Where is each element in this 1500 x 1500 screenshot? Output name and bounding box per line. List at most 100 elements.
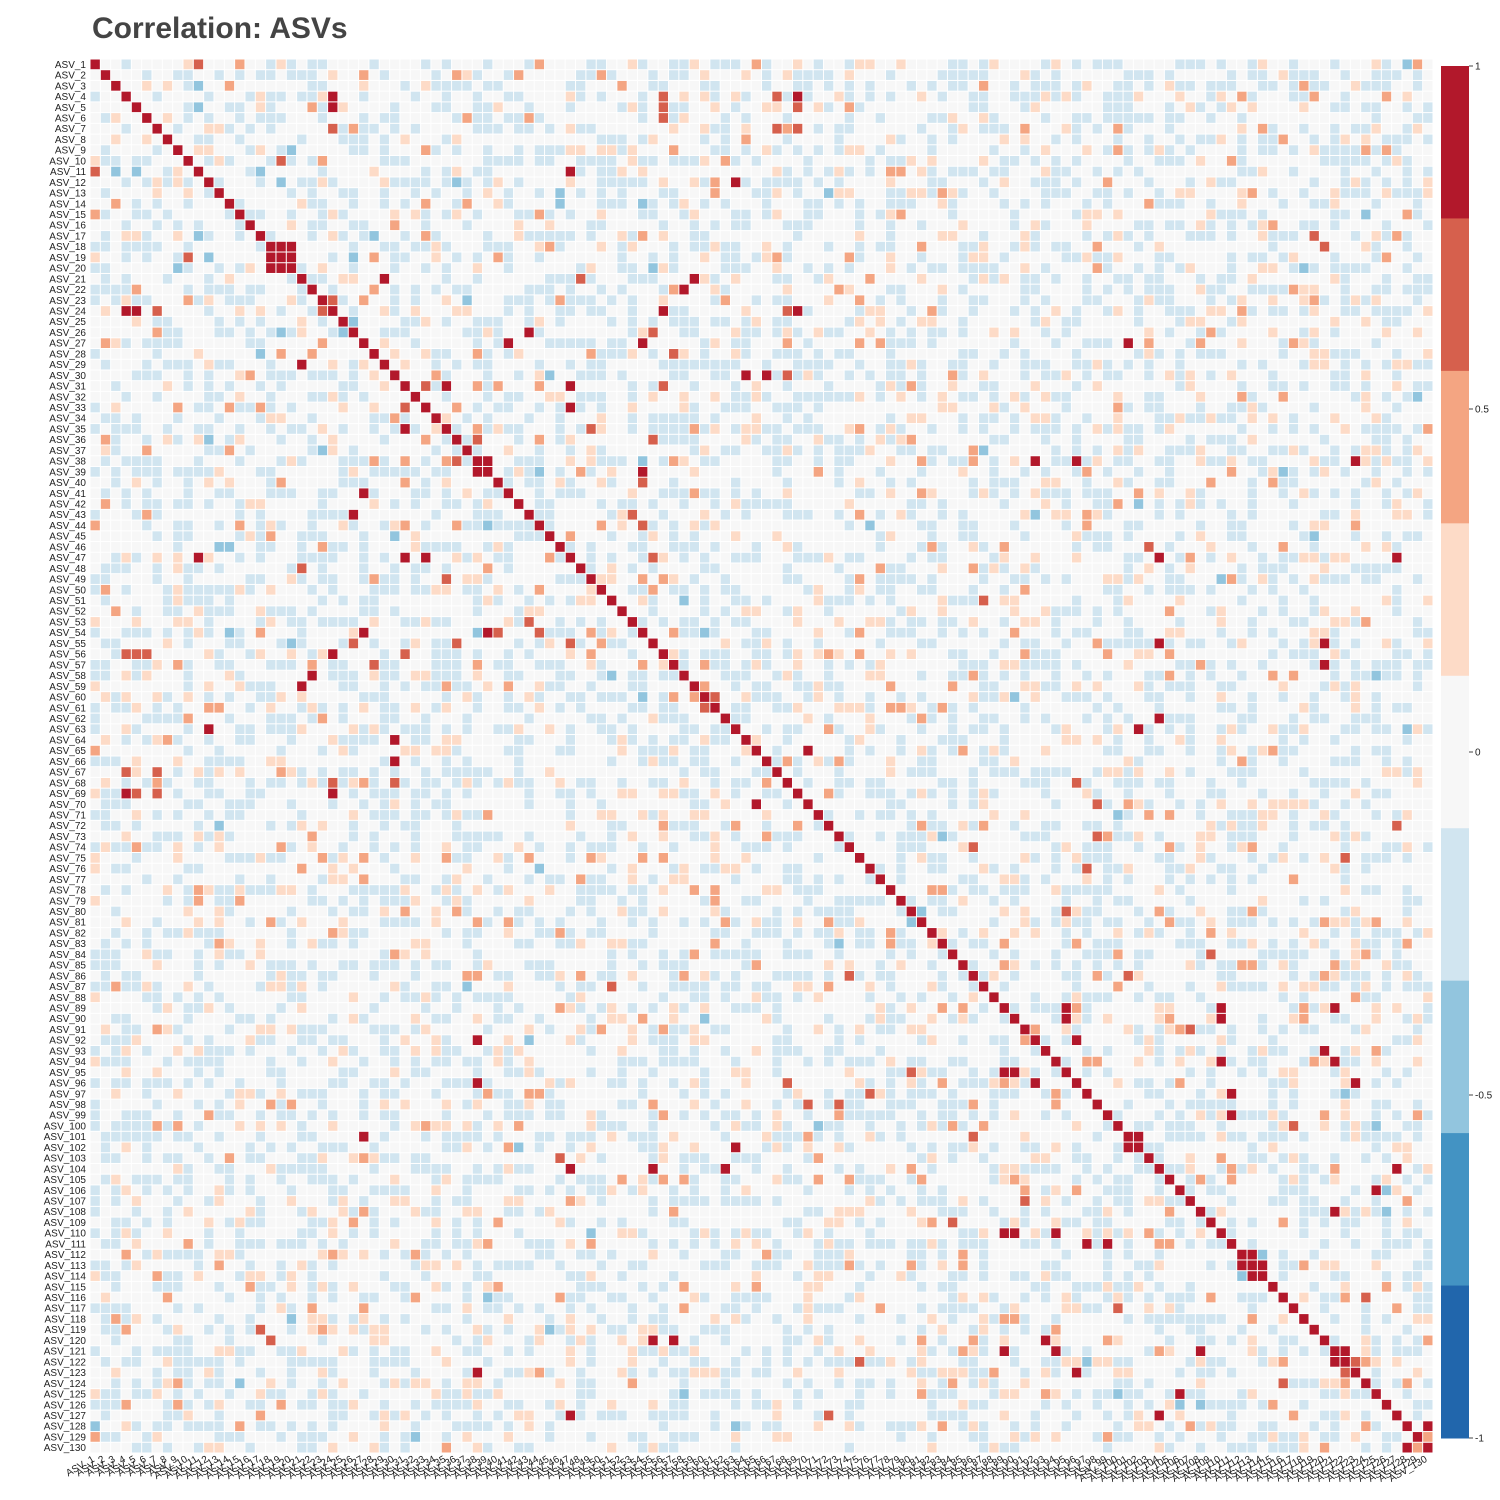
heatmap-cell[interactable] — [989, 102, 998, 112]
heatmap-cell[interactable] — [1175, 231, 1184, 241]
heatmap-cell[interactable] — [152, 188, 161, 198]
heatmap-cell[interactable] — [731, 295, 740, 305]
heatmap-cell[interactable] — [845, 231, 854, 241]
heatmap-cell[interactable] — [483, 446, 492, 456]
heatmap-cell[interactable] — [287, 210, 296, 220]
heatmap-cell[interactable] — [1124, 231, 1133, 241]
heatmap-cell[interactable] — [1113, 102, 1122, 112]
heatmap-cell[interactable] — [152, 295, 161, 305]
heatmap-cell[interactable] — [328, 360, 337, 370]
heatmap-cell[interactable] — [1031, 177, 1040, 187]
heatmap-cell[interactable] — [907, 370, 916, 380]
heatmap-cell[interactable] — [1082, 263, 1091, 273]
heatmap-cell[interactable] — [524, 210, 533, 220]
heatmap-cell[interactable] — [400, 102, 409, 112]
heatmap-cell[interactable] — [1320, 285, 1329, 295]
heatmap-cell[interactable] — [803, 135, 812, 145]
heatmap-cell[interactable] — [256, 328, 265, 338]
heatmap-cell[interactable] — [669, 210, 678, 220]
heatmap-cell[interactable] — [266, 242, 275, 252]
heatmap-cell[interactable] — [173, 403, 182, 413]
heatmap-cell[interactable] — [452, 392, 461, 402]
heatmap-cell[interactable] — [1248, 242, 1257, 252]
heatmap-cell[interactable] — [390, 199, 399, 209]
heatmap-cell[interactable] — [886, 360, 895, 370]
heatmap-cell[interactable] — [276, 467, 285, 477]
heatmap-cell[interactable] — [400, 177, 409, 187]
heatmap-cell[interactable] — [91, 285, 100, 295]
heatmap-cell[interactable] — [969, 370, 978, 380]
heatmap-cell[interactable] — [1041, 253, 1050, 263]
heatmap-cell[interactable] — [245, 253, 254, 263]
heatmap-cell[interactable] — [845, 381, 854, 391]
heatmap-cell[interactable] — [91, 456, 100, 466]
heatmap-cell[interactable] — [1310, 167, 1319, 177]
heatmap-cell[interactable] — [1413, 188, 1422, 198]
heatmap-cell[interactable] — [473, 392, 482, 402]
heatmap-cell[interactable] — [442, 338, 451, 348]
heatmap-cell[interactable] — [369, 392, 378, 402]
heatmap-cell[interactable] — [349, 317, 358, 327]
heatmap-cell[interactable] — [111, 413, 120, 423]
heatmap-cell[interactable] — [1372, 360, 1381, 370]
heatmap-cell[interactable] — [349, 456, 358, 466]
heatmap-cell[interactable] — [855, 317, 864, 327]
heatmap-cell[interactable] — [845, 392, 854, 402]
heatmap-cell[interactable] — [814, 317, 823, 327]
heatmap-cell[interactable] — [359, 145, 368, 155]
heatmap-cell[interactable] — [1206, 135, 1215, 145]
heatmap-cell[interactable] — [814, 349, 823, 359]
heatmap-cell[interactable] — [845, 360, 854, 370]
heatmap-cell[interactable] — [359, 167, 368, 177]
heatmap-cell[interactable] — [411, 253, 420, 263]
heatmap-cell[interactable] — [1341, 413, 1350, 423]
heatmap-cell[interactable] — [214, 338, 223, 348]
heatmap-cell[interactable] — [1103, 263, 1112, 273]
heatmap-cell[interactable] — [1403, 242, 1412, 252]
heatmap-cell[interactable] — [731, 92, 740, 102]
heatmap-cell[interactable] — [783, 456, 792, 466]
heatmap-cell[interactable] — [1330, 413, 1339, 423]
heatmap-cell[interactable] — [163, 231, 172, 241]
heatmap-cell[interactable] — [1082, 145, 1091, 155]
heatmap-cell[interactable] — [121, 188, 130, 198]
heatmap-cell[interactable] — [514, 92, 523, 102]
heatmap-cell[interactable] — [1103, 124, 1112, 134]
heatmap-cell[interactable] — [318, 242, 327, 252]
heatmap-cell[interactable] — [442, 92, 451, 102]
heatmap-cell[interactable] — [380, 285, 389, 295]
heatmap-cell[interactable] — [297, 135, 306, 145]
heatmap-cell[interactable] — [969, 381, 978, 391]
heatmap-cell[interactable] — [566, 456, 575, 466]
heatmap-cell[interactable] — [1217, 413, 1226, 423]
heatmap-cell[interactable] — [421, 424, 430, 434]
heatmap-cell[interactable] — [1217, 306, 1226, 316]
heatmap-cell[interactable] — [214, 349, 223, 359]
heatmap-cell[interactable] — [473, 349, 482, 359]
heatmap-cell[interactable] — [979, 456, 988, 466]
heatmap-cell[interactable] — [576, 424, 585, 434]
heatmap-cell[interactable] — [979, 70, 988, 80]
heatmap-cell[interactable] — [917, 102, 926, 112]
heatmap-cell[interactable] — [896, 306, 905, 316]
heatmap-cell[interactable] — [452, 113, 461, 123]
heatmap-cell[interactable] — [938, 285, 947, 295]
heatmap-cell[interactable] — [1289, 210, 1298, 220]
heatmap-cell[interactable] — [1351, 435, 1360, 445]
heatmap-cell[interactable] — [741, 338, 750, 348]
heatmap-cell[interactable] — [1248, 435, 1257, 445]
heatmap-cell[interactable] — [700, 102, 709, 112]
heatmap-cell[interactable] — [1403, 413, 1412, 423]
heatmap-cell[interactable] — [142, 456, 151, 466]
heatmap-cell[interactable] — [473, 446, 482, 456]
heatmap-cell[interactable] — [803, 102, 812, 112]
heatmap-cell[interactable] — [1082, 370, 1091, 380]
heatmap-cell[interactable] — [1372, 306, 1381, 316]
heatmap-cell[interactable] — [1124, 338, 1133, 348]
heatmap-cell[interactable] — [1423, 274, 1432, 284]
heatmap-cell[interactable] — [1134, 328, 1143, 338]
heatmap-cell[interactable] — [1196, 263, 1205, 273]
heatmap-cell[interactable] — [1144, 199, 1153, 209]
heatmap-cell[interactable] — [690, 156, 699, 166]
heatmap-cell[interactable] — [1237, 295, 1246, 305]
